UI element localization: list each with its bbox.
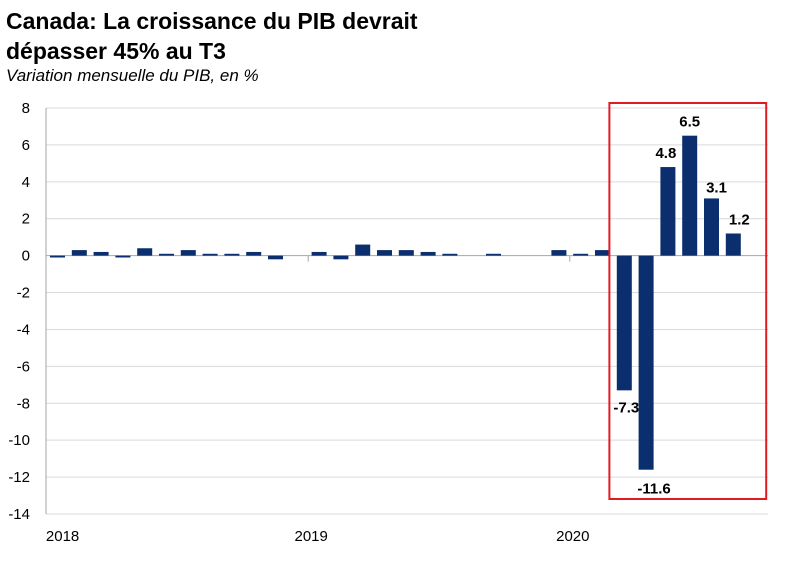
bar-2018-04 — [115, 255, 131, 258]
y-tick-label: -6 — [17, 358, 30, 375]
y-tick-label: -14 — [8, 506, 30, 523]
bar-2019-02 — [333, 255, 349, 260]
bar-2018-02 — [71, 250, 87, 256]
bar-2020-07 — [704, 198, 719, 256]
bar-2019-07 — [442, 253, 458, 256]
bar-2019-06 — [420, 251, 436, 256]
bar-2020-08 — [725, 233, 741, 256]
data-label-2020-03: -7.3 — [613, 399, 639, 416]
chart-subtitle: Variation mensuelle du PIB, en % — [6, 66, 259, 85]
y-axis: 8 6 4 2 0 -2 -4 -6 -8 -10 -12 -14 — [8, 100, 47, 523]
bar-2018-09 — [224, 253, 240, 256]
chart-title-line-2: dépasser 45% au T3 — [6, 38, 226, 64]
chart-title: Canada: La croissance du PIB devrait dép… — [6, 6, 786, 66]
data-label-2020-05: 4.8 — [655, 145, 676, 162]
bar-2018-03 — [93, 251, 109, 256]
highlight-box — [608, 102, 768, 500]
bar-2019-12 — [551, 250, 567, 256]
data-label-2020-07: 3.1 — [706, 179, 727, 196]
bar-2019-01 — [311, 251, 327, 256]
bar-2018-06 — [159, 253, 174, 256]
bar-2020-03 — [616, 255, 632, 391]
bar-2019-04 — [377, 250, 392, 256]
bar-2020-02 — [595, 250, 610, 256]
y-tick-label: 0 — [22, 248, 30, 265]
y-tick-label: -10 — [8, 432, 30, 449]
bar-2020-05 — [660, 167, 676, 256]
bars — [50, 135, 741, 470]
bar-2018-05 — [137, 248, 153, 256]
x-tick-label: 2018 — [46, 528, 79, 545]
y-tick-label: -4 — [17, 321, 30, 338]
x-tick-label: 2019 — [295, 528, 328, 545]
bar-2018-11 — [268, 255, 283, 260]
bar-2020-06 — [682, 135, 698, 256]
y-tick-label: 8 — [22, 100, 30, 117]
grid-lines — [46, 107, 768, 515]
data-label-2020-04: -11.6 — [637, 481, 670, 498]
y-tick-label: 2 — [22, 211, 30, 228]
y-tick-label: -8 — [17, 395, 30, 412]
y-tick-label: 6 — [22, 137, 30, 154]
bar-2019-09 — [486, 253, 501, 256]
chart-title-line-1: Canada: La croissance du PIB devrait — [6, 8, 418, 34]
bar-2018-10 — [246, 251, 262, 256]
bar-2018-07 — [180, 250, 196, 256]
y-tick-label: -2 — [17, 285, 30, 302]
bar-2018-01 — [50, 255, 65, 258]
x-tick-label: 2020 — [556, 528, 589, 545]
bar-2020-04 — [638, 255, 654, 470]
data-labels: -7.3 -11.6 4.86.5 3.11.2 — [613, 114, 749, 498]
bar-2019-03 — [355, 244, 371, 256]
data-label-2020-08: 1.2 — [729, 211, 750, 228]
bar-2018-08 — [202, 253, 218, 256]
data-label-2020-06: 6.5 — [679, 114, 700, 131]
bar-2020-01 — [573, 253, 589, 256]
x-axis: 2018 2019 2020 — [46, 255, 768, 545]
y-tick-label: -12 — [8, 469, 30, 486]
bar-2019-05 — [398, 250, 414, 256]
y-tick-label: 4 — [22, 174, 30, 191]
